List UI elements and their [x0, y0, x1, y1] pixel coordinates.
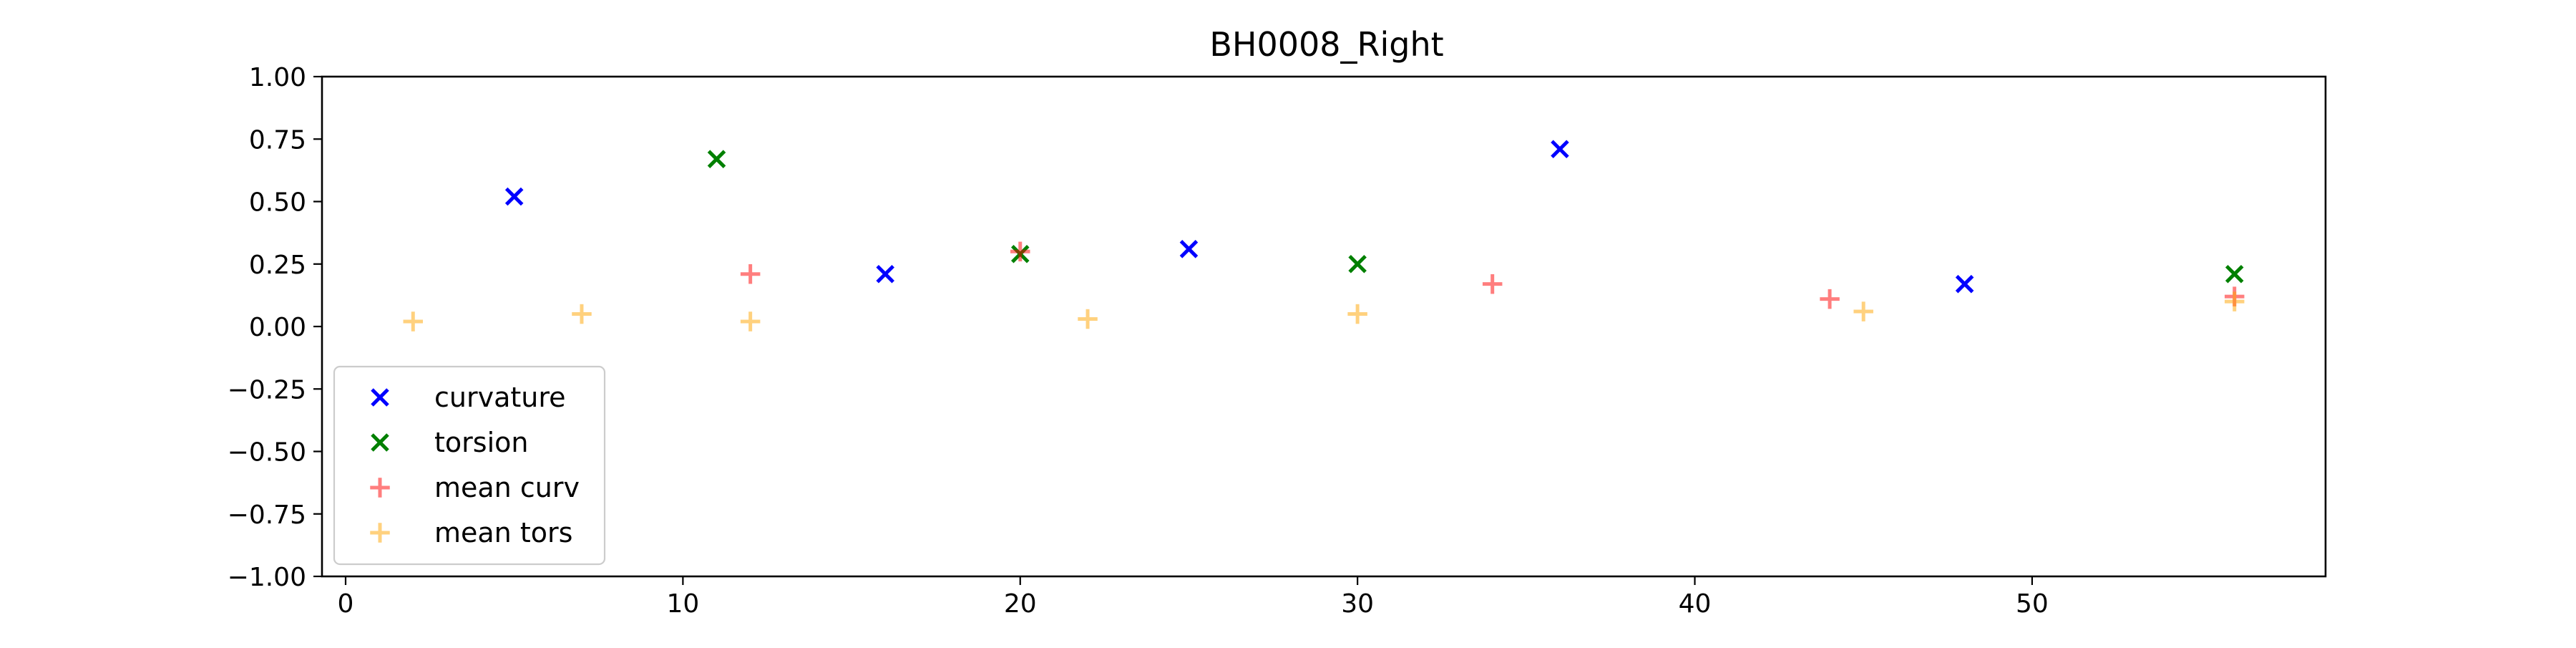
x-tick-label: 0 — [338, 589, 354, 619]
legend-marker-torsion — [371, 433, 389, 452]
mean-curv-point — [1482, 274, 1503, 294]
plot-area-frame — [321, 75, 2327, 578]
torsion-point — [2225, 264, 2244, 284]
curvature-point — [1179, 240, 1199, 258]
x-tick-label: 50 — [2016, 589, 2049, 619]
curvature-point — [876, 264, 894, 284]
x-tick-label: 20 — [1004, 589, 1037, 619]
legend-label-mean-tors: mean tors — [434, 517, 572, 548]
curvature-point — [1955, 274, 1974, 294]
legend-label-curvature: curvature — [434, 382, 566, 413]
mean-tors-point — [1347, 304, 1367, 324]
y-tick-label: 1.00 — [249, 63, 306, 92]
mean-tors-point — [1853, 301, 1873, 321]
axis-ticks: 0 10 20 30 40 50 1.00 0.75 0.50 0.25 0.00 −0.25 −0.5… — [228, 63, 2049, 619]
legend-label-torsion: torsion — [434, 427, 528, 458]
mean-curv-point — [740, 263, 761, 284]
mean-curv-point — [1820, 289, 1840, 309]
chart-title: BH0008_Right — [1209, 25, 1443, 64]
x-tick-label: 30 — [1341, 589, 1374, 619]
data-points — [403, 140, 2245, 332]
legend-label-mean-curv: mean curv — [434, 472, 580, 503]
y-tick-label: 0.25 — [249, 251, 306, 280]
x-tick-label: 10 — [666, 589, 699, 619]
curvature-point — [504, 187, 524, 206]
curvature-point — [1551, 140, 1569, 158]
y-tick-label: −0.75 — [228, 500, 306, 530]
mean-tors-point — [740, 311, 761, 332]
mean-tors-point — [572, 304, 592, 324]
mean-tors-point — [403, 311, 424, 332]
legend: curvature torsion mean curv mean tors — [333, 365, 606, 566]
y-tick-label: 0.00 — [249, 313, 306, 342]
torsion-point — [1348, 254, 1367, 274]
mean-tors-point — [1078, 309, 1098, 329]
y-tick-label: 0.75 — [249, 125, 306, 155]
y-tick-label: 0.50 — [249, 188, 306, 218]
x-tick-label: 40 — [1679, 589, 1712, 619]
legend-box — [333, 365, 606, 566]
legend-marker-curvature — [371, 388, 389, 407]
mean-curv-point — [1010, 241, 1030, 262]
legend-marker-mean-tors — [370, 523, 390, 543]
legend-marker-mean-curv — [370, 478, 390, 498]
torsion-point — [707, 150, 726, 168]
mean-tors-point — [2224, 291, 2245, 311]
y-tick-label: −0.50 — [228, 438, 306, 468]
y-tick-label: −1.00 — [228, 563, 306, 592]
y-tick-label: −0.25 — [228, 375, 306, 405]
